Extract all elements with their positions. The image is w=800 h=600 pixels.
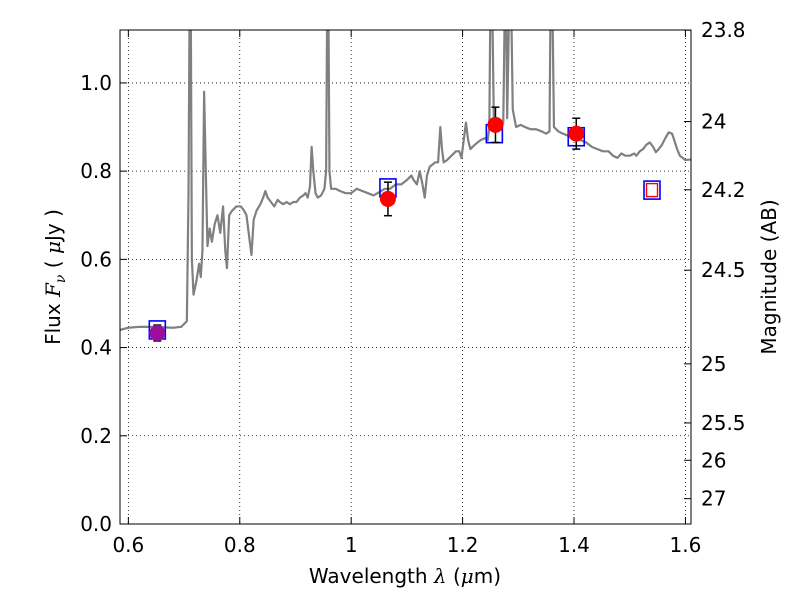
y2-tick-label: 25 <box>701 352 726 376</box>
spectrum-series <box>120 30 691 331</box>
observed-point <box>149 325 166 342</box>
x-tick-label: 0.6 <box>112 533 144 557</box>
model-bandflux-markers <box>148 123 661 340</box>
axis-ticks: 0.6 0.8 1 1.2 1.4 1.6 0.0 0.2 0.4 0.6 0.8 1.0 23.8 24… <box>80 18 745 557</box>
plot-frame <box>119 29 692 525</box>
y2-tick-label: 26 <box>701 448 726 472</box>
y2-tick-label: 25.5 <box>701 411 746 435</box>
y2-axis-label: Magnitude (AB) <box>757 199 781 354</box>
y-tick-label: 0.8 <box>80 159 112 183</box>
grid-lines <box>120 30 691 525</box>
y2-tick-label: 23.8 <box>701 18 746 42</box>
x-axis-label: Wavelength λ (μm) <box>309 564 501 588</box>
spectrum-line <box>120 30 691 331</box>
observed-photometry-markers <box>149 106 585 342</box>
y2-tick-label: 27 <box>701 487 726 511</box>
y2-tick-label: 24.5 <box>701 258 746 282</box>
observed-point <box>568 125 585 142</box>
observed-point <box>379 190 396 207</box>
y2-tick-label: 24.2 <box>701 178 746 202</box>
y-tick-label: 0.2 <box>80 424 112 448</box>
y2-tick-label: 24 <box>701 110 726 134</box>
y-tick-label: 0.4 <box>80 336 112 360</box>
y-tick-label: 0.0 <box>80 512 112 536</box>
x-tick-label: 1 <box>345 533 358 557</box>
observed-point <box>487 116 504 133</box>
x-tick-label: 1.4 <box>558 533 590 557</box>
x-tick-label: 0.8 <box>224 533 256 557</box>
x-tick-label: 1.2 <box>447 533 479 557</box>
model-bandflux-square <box>643 180 661 200</box>
y-tick-label: 1.0 <box>80 71 112 95</box>
x-tick-label: 1.6 <box>670 533 702 557</box>
y-axis-label: Flux Fν ( μJy ) <box>41 209 69 345</box>
model-bandflux-inner-square <box>645 182 659 198</box>
y-tick-label: 0.6 <box>80 247 112 271</box>
